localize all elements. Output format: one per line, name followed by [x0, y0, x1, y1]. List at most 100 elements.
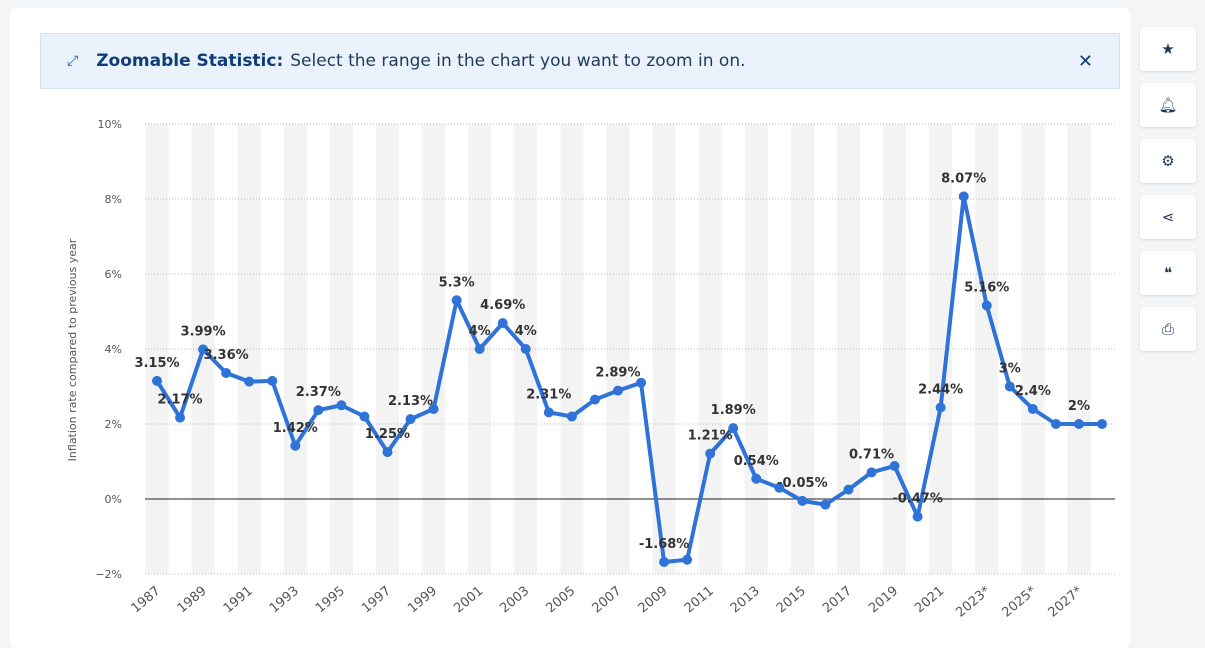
value-label: 8.07% [941, 171, 986, 186]
point [359, 411, 370, 422]
point [774, 482, 785, 493]
settings-button[interactable]: ⚙ [1140, 139, 1196, 183]
value-label: 4% [469, 324, 491, 339]
column-stripe [606, 124, 630, 574]
point [912, 511, 923, 522]
point [290, 440, 301, 451]
point [152, 375, 162, 386]
point [428, 404, 439, 414]
value-label: 5.16% [964, 281, 1009, 296]
y-tick-label: 8% [105, 193, 122, 206]
x-tick-label: 2021 [912, 584, 947, 617]
x-tick-label: 1987 [129, 584, 164, 617]
value-label: 2.31% [526, 387, 571, 402]
point [612, 385, 623, 396]
point [336, 400, 347, 411]
column-stripe [237, 124, 261, 574]
x-tick-label: 2027* [1046, 583, 1086, 620]
point [797, 495, 808, 506]
column-stripe [698, 124, 722, 574]
point [474, 344, 485, 354]
point [198, 344, 209, 355]
x-tick-label: 2019 [866, 584, 901, 617]
close-button[interactable]: ✕ [1077, 50, 1093, 72]
value-label: 3.99% [181, 324, 226, 339]
column-stripe [375, 124, 400, 574]
value-label: 2.13% [388, 394, 433, 409]
banner-title: Zoomable Statistic: [96, 51, 284, 71]
column-stripe [975, 124, 999, 574]
point [659, 557, 670, 567]
y-tick-label: 6% [105, 268, 122, 281]
x-tick-label: 2025* [999, 583, 1039, 620]
x-tick-label: 2017 [820, 584, 855, 617]
value-label: 2% [1068, 399, 1090, 414]
x-tick-label: 2009 [636, 584, 671, 617]
point [1097, 419, 1107, 429]
point [1073, 419, 1084, 429]
column-stripe [883, 124, 907, 574]
x-tick-label: 2015 [774, 584, 809, 617]
x-tick-label: 2007 [590, 584, 625, 617]
y-tick-label: 2% [105, 418, 122, 431]
value-label: -0.05% [777, 476, 828, 491]
point [981, 300, 992, 311]
value-label: 1.42% [273, 421, 318, 436]
point [820, 499, 831, 510]
column-stripe [329, 124, 353, 574]
point [520, 344, 531, 354]
print-button[interactable]: ⎙ [1140, 307, 1196, 351]
point [497, 318, 508, 329]
value-label: 0.54% [734, 454, 779, 469]
column-stripe [836, 124, 860, 574]
point [751, 473, 762, 484]
point [682, 554, 693, 565]
value-label: 5.3% [439, 275, 475, 290]
point [1004, 381, 1015, 392]
point [1027, 404, 1038, 414]
point [267, 375, 278, 386]
cite-button[interactable]: ❝ [1140, 251, 1196, 295]
x-tick-label: 1989 [175, 584, 210, 617]
x-tick-label: 2001 [451, 584, 486, 617]
column-stripe [1021, 124, 1045, 574]
value-label: 3.36% [204, 348, 249, 363]
value-label: 1.25% [365, 427, 410, 442]
value-label: 2.44% [918, 383, 963, 398]
x-tick-label: 2023* [953, 583, 993, 620]
point [313, 405, 324, 416]
value-label: 3.15% [134, 356, 179, 371]
point [1050, 419, 1061, 429]
share-button[interactable]: ⋖ [1140, 195, 1196, 239]
point [589, 394, 600, 405]
notify-button[interactable]: 🔔︎ [1140, 83, 1196, 127]
favorite-button[interactable]: ★ [1140, 27, 1196, 71]
y-tick-label: −2% [95, 568, 122, 581]
point [935, 402, 946, 413]
value-label: 2.4% [1015, 384, 1051, 399]
value-label: 2.37% [296, 385, 341, 400]
point [405, 414, 416, 425]
point [889, 461, 900, 471]
value-label: 0.71% [849, 447, 894, 462]
y-tick-label: 4% [105, 343, 122, 356]
point [543, 407, 554, 418]
value-label: 2.89% [595, 366, 640, 381]
line [155, 194, 1102, 564]
zoom-icon: ⤢ [67, 53, 79, 69]
point [382, 447, 393, 458]
value-label: 4.69% [480, 298, 525, 313]
x-tick-label: 1991 [221, 584, 256, 617]
value-label: 1.89% [711, 403, 756, 418]
value-label: 4% [515, 324, 537, 339]
point [866, 467, 877, 478]
point [636, 377, 647, 388]
y-tick-label: 0% [105, 493, 122, 506]
value-label: 3% [999, 362, 1021, 377]
x-tick-label: 1999 [405, 584, 440, 617]
y-tick-label: 10% [98, 118, 122, 131]
point [705, 448, 716, 459]
value-label: -0.47% [892, 492, 943, 507]
value-label: 2.17% [157, 393, 202, 408]
banner-text: Select the range in the chart you want t… [290, 51, 746, 71]
